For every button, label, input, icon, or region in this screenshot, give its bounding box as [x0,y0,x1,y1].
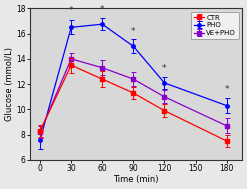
X-axis label: Time (min): Time (min) [113,175,159,184]
Legend: CTR, PHO, VE+PHO: CTR, PHO, VE+PHO [191,12,239,39]
Y-axis label: Glucose (mmol/L): Glucose (mmol/L) [5,47,14,121]
Text: *: * [100,5,104,14]
Text: *: * [131,26,136,36]
Text: *: * [162,64,167,73]
Text: *: * [69,6,73,15]
Text: *: * [224,85,229,94]
